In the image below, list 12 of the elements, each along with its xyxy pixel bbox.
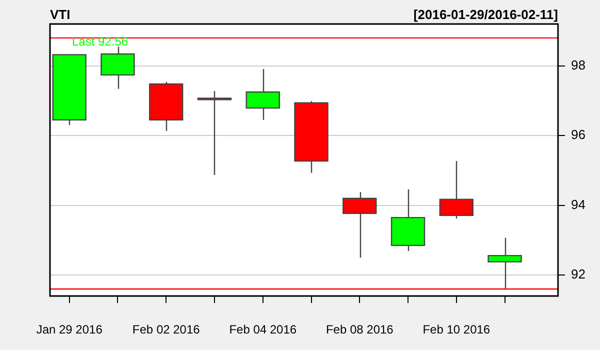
chart-subtitle: [2016-01-29/2016-02-11]	[413, 7, 558, 22]
y-tick-label: 94	[571, 196, 586, 212]
x-tick-label: Feb 02 2016	[132, 322, 200, 337]
x-tick-label: Jan 29 2016	[36, 322, 103, 337]
x-tick-label: Feb 08 2016	[326, 322, 394, 337]
x-tick-label: Feb 10 2016	[422, 322, 490, 337]
y-tick-label: 96	[571, 127, 586, 142]
annotation: Last 92.56	[72, 34, 128, 48]
chart-title: VTI	[50, 7, 70, 22]
y-tick-label: 92	[571, 266, 586, 282]
x-tick-label: Feb 04 2016	[229, 322, 297, 337]
y-tick-label: 98	[571, 57, 586, 72]
